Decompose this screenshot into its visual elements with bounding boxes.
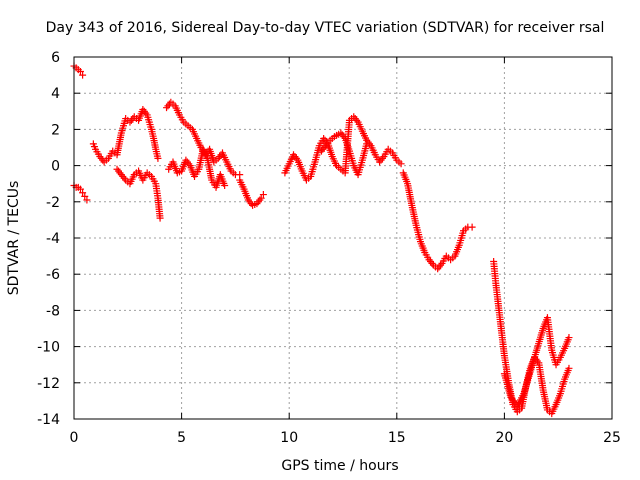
x-tick-label: 20 [495,430,513,446]
y-tick-label: -6 [46,267,60,283]
x-tick-label: 5 [177,430,186,446]
data-point [156,214,164,222]
data-point [83,196,91,204]
data-point [76,185,84,193]
data-point [76,67,84,75]
data-point [79,189,87,197]
data-point [468,223,476,231]
data-point [259,191,267,199]
y-tick-label: -14 [37,412,60,428]
data-point [79,71,87,79]
data-series [70,62,573,418]
data-point [221,182,229,190]
series-morning-b [113,165,164,222]
y-axis-label: SDTVAR / TECUs [6,181,22,296]
data-point [154,154,162,162]
series-decline [399,169,476,273]
data-point [257,194,265,202]
x-tick-label: 15 [388,430,406,446]
data-point [565,364,573,372]
plot-frame [73,56,613,420]
data-point [363,140,371,148]
x-tick-label: 25 [603,430,621,446]
y-tick-label: -12 [37,376,60,392]
chart-title: Day 343 of 2016, Sidereal Day-to-day VTE… [46,20,605,36]
y-tick-label: -2 [46,195,60,211]
axis-ticks: 0 5 10 15 20 25 -14 -12 -10 -8 -6 -4 -2 0 2 4 6 [37,50,621,446]
series-evening-a [490,258,573,418]
x-tick-label: 10 [280,430,298,446]
data-point [81,192,89,200]
x-axis-label: GPS time / hours [281,458,398,474]
series-afternoon-b [317,129,371,179]
y-tick-label: -8 [46,303,60,319]
x-tick-label: 0 [70,430,79,446]
series-early-high [70,62,87,79]
series-midday-b [165,145,229,191]
series-early-low [70,182,91,204]
y-tick-label: 4 [51,86,60,102]
y-tick-label: 0 [51,159,60,175]
series-morning-a [89,105,162,166]
series-afternoon-a [281,113,405,184]
y-tick-label: 2 [51,122,60,138]
y-tick-label: 6 [51,50,60,66]
data-point [565,334,573,342]
series-evening-b [500,314,573,410]
y-tick-label: -10 [37,340,60,356]
data-point [397,160,405,168]
y-tick-label: -4 [46,231,60,247]
series-midday-c [236,176,267,209]
